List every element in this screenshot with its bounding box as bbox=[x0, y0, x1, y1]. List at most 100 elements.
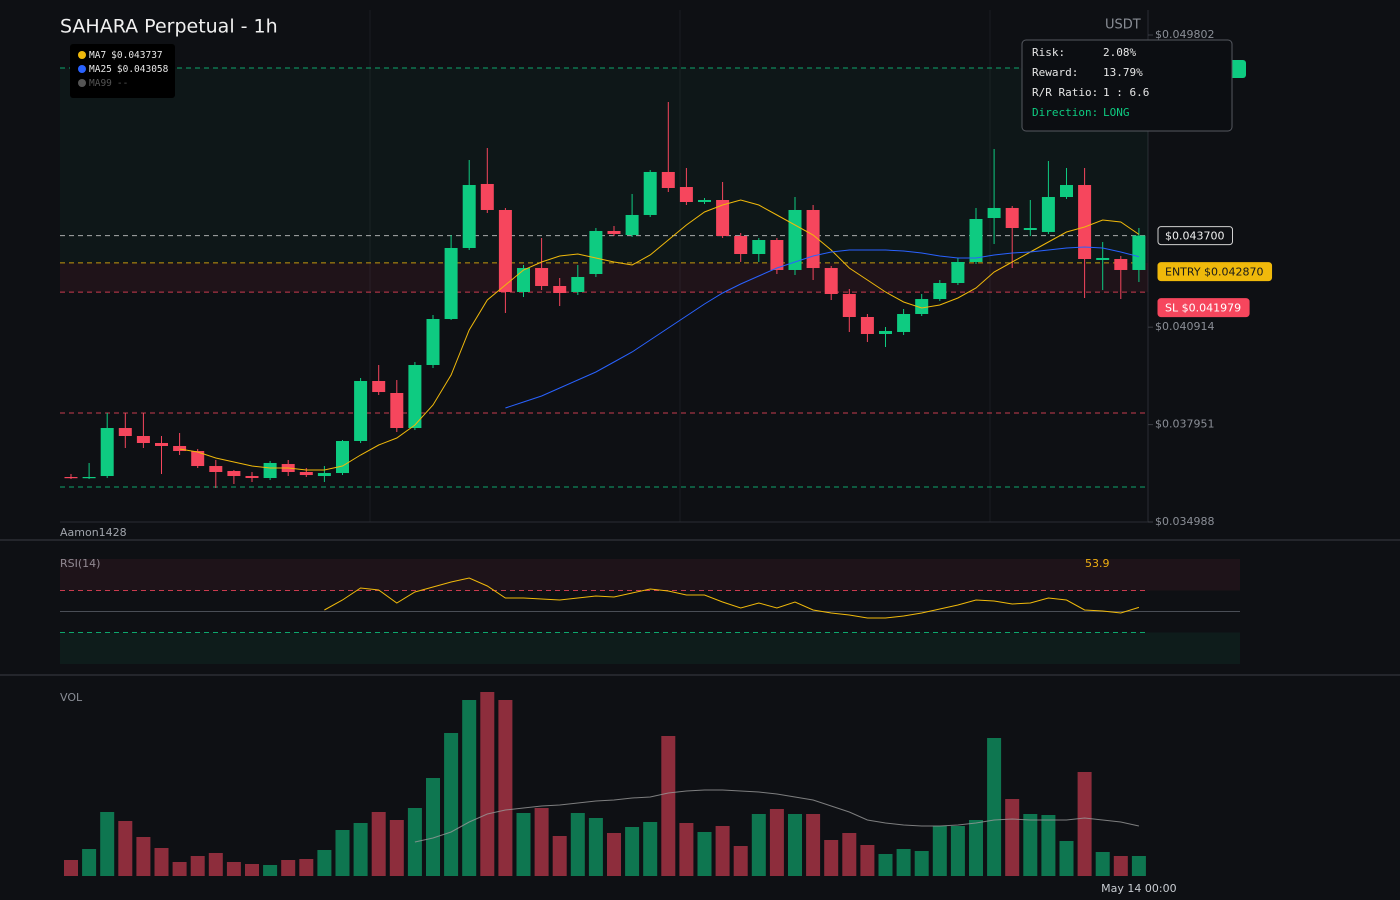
volume-bar bbox=[263, 865, 278, 876]
volume-bar bbox=[154, 848, 169, 876]
candle-body bbox=[155, 443, 168, 446]
volume-bar bbox=[570, 813, 585, 876]
candle-body bbox=[915, 299, 929, 315]
candle-body bbox=[336, 440, 349, 474]
price-tag: $0.043700 bbox=[1157, 226, 1233, 246]
volume-bar bbox=[534, 808, 549, 876]
volume-bar bbox=[769, 809, 784, 876]
candle-body bbox=[860, 316, 874, 334]
volume-bar bbox=[208, 853, 223, 876]
volume-bar bbox=[1077, 772, 1092, 876]
candle-body bbox=[643, 171, 657, 215]
candle-body bbox=[824, 268, 838, 294]
x-tick-label: May 14 00:00 bbox=[1101, 882, 1176, 895]
candle-body bbox=[625, 214, 639, 236]
volume-bar bbox=[824, 840, 839, 876]
ratio-value: 1 : 6.6 bbox=[1103, 86, 1149, 99]
legend-value: -- bbox=[117, 78, 128, 89]
legend-name: MA99 bbox=[89, 78, 112, 89]
volume-bar bbox=[552, 836, 567, 876]
candle-body bbox=[82, 476, 96, 479]
moving-average bbox=[179, 199, 1140, 471]
candle-body bbox=[408, 364, 422, 429]
candle-body bbox=[806, 209, 820, 269]
candle-body bbox=[64, 476, 78, 479]
candle-body bbox=[498, 209, 512, 293]
candle-body bbox=[535, 268, 549, 286]
legend-entry: MA7 $0.043737 bbox=[89, 50, 163, 61]
candle-body bbox=[752, 240, 766, 255]
reward-label: Reward: bbox=[1032, 66, 1078, 79]
price-tag: SL $0.041979 bbox=[1157, 298, 1250, 318]
volume-bar bbox=[462, 700, 477, 876]
candle-body bbox=[571, 276, 585, 293]
volume-bar bbox=[1023, 814, 1038, 876]
risk-value: 2.08% bbox=[1103, 46, 1136, 59]
volume-bar bbox=[733, 846, 748, 876]
candle-body bbox=[933, 283, 947, 300]
candle-body bbox=[517, 268, 530, 293]
volume-bar bbox=[896, 849, 911, 876]
candle-body bbox=[879, 331, 892, 334]
price-tag-label: SL $0.041979 bbox=[1165, 302, 1241, 315]
chart-title: SAHARA Perpetual - 1h bbox=[60, 16, 278, 38]
candle-body bbox=[897, 314, 911, 332]
volume-bar bbox=[172, 862, 187, 876]
volume-bar bbox=[353, 823, 368, 876]
candle-body bbox=[299, 471, 313, 476]
candle-body bbox=[480, 183, 494, 210]
candle-body bbox=[788, 209, 802, 270]
candle-body bbox=[842, 293, 856, 317]
price-tag-box bbox=[1157, 226, 1233, 246]
volume-bar bbox=[281, 860, 296, 876]
volume-bar bbox=[932, 826, 947, 876]
candle-body bbox=[951, 261, 965, 284]
candle-body bbox=[716, 199, 730, 236]
volume-bar bbox=[100, 812, 115, 876]
legend-value: $0.043737 bbox=[111, 50, 162, 61]
price-tag-label: ENTRY $0.042870 bbox=[1165, 266, 1264, 279]
candle-body bbox=[1096, 257, 1110, 260]
watermark: Aamon1428 bbox=[60, 526, 127, 539]
moving-average bbox=[505, 246, 1140, 409]
volume-bar bbox=[480, 692, 495, 876]
legend-entry: MA25 $0.043058 bbox=[89, 64, 169, 75]
legend-swatch bbox=[78, 51, 86, 59]
candle-body bbox=[1132, 235, 1146, 270]
volume-bar bbox=[1131, 856, 1146, 876]
risk-label: Risk: bbox=[1032, 46, 1065, 59]
volume-bar bbox=[516, 813, 531, 876]
volume-bar bbox=[969, 820, 983, 876]
candle-body bbox=[354, 381, 368, 441]
volume-bar bbox=[1095, 852, 1110, 876]
volume-bar bbox=[715, 826, 730, 876]
candle-body bbox=[173, 445, 187, 451]
overlay: Risk: 2.08% Reward: 13.79% R/R Ratio: 1 … bbox=[70, 39, 1246, 132]
candle-body bbox=[227, 471, 241, 477]
volume-average bbox=[414, 789, 1140, 843]
candle-body bbox=[969, 218, 983, 262]
risk-panel bbox=[1021, 39, 1233, 132]
candle-body bbox=[118, 428, 132, 437]
price-tag-box bbox=[1157, 262, 1273, 282]
volume-bar bbox=[82, 849, 97, 876]
candle-body bbox=[734, 235, 748, 255]
volume-bar bbox=[842, 833, 857, 876]
volume-bar bbox=[136, 837, 151, 876]
candle-body bbox=[607, 230, 621, 234]
volume-bar bbox=[245, 864, 259, 876]
price-tag: ENTRY $0.042870 bbox=[1157, 262, 1273, 282]
candle-body bbox=[372, 381, 386, 393]
candle-body bbox=[1005, 207, 1019, 229]
candle-body bbox=[390, 393, 404, 429]
candle-body bbox=[1023, 228, 1037, 231]
candle-body bbox=[1041, 197, 1055, 232]
candle-body bbox=[1114, 259, 1128, 270]
volume-bar bbox=[878, 854, 893, 876]
volume-bar bbox=[751, 814, 766, 876]
y-tick-label: $0.037951 bbox=[1155, 418, 1215, 431]
volume-bar bbox=[335, 830, 350, 876]
volume-bar bbox=[1005, 799, 1020, 876]
volume-bar bbox=[190, 856, 205, 876]
